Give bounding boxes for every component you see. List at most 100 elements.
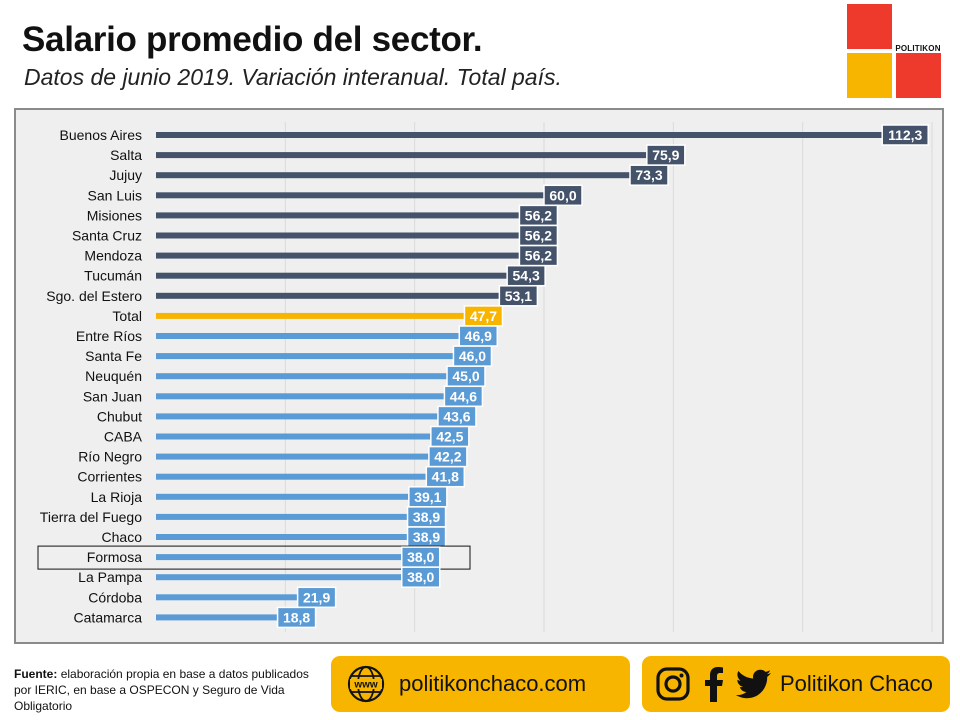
category-label: Formosa [87,549,142,565]
category-label: Corrientes [77,469,142,485]
category-label: Córdoba [88,589,142,605]
value-label: 56,2 [525,248,552,264]
bar [156,353,454,360]
value-label: 43,6 [443,408,470,424]
category-label: San Luis [88,187,142,203]
bar [156,252,520,259]
value-label: 112,3 [888,127,922,143]
category-label: San Juan [83,388,142,404]
bar [156,292,500,299]
bar [156,192,544,199]
logo-square-red-top [847,4,892,49]
bar [156,554,402,561]
social-name: Politikon Chaco [780,671,933,696]
bar [156,232,520,239]
bar [156,473,427,480]
value-label: 73,3 [635,167,662,183]
category-label: Sgo. del Estero [46,288,142,304]
category-label: Salta [110,147,142,163]
category-label: Buenos Aires [60,127,143,143]
logo-square-red-bottom [896,53,941,98]
twitter-icon[interactable] [736,669,772,699]
source-note: Fuente: elaboración propia en base a dat… [14,666,314,714]
value-label: 38,0 [407,569,434,585]
bar [156,152,647,159]
value-label: 54,3 [513,268,540,284]
globe-icon: www [347,665,385,703]
page-title: Salario promedio del sector. [22,20,483,59]
category-label: Santa Fe [85,348,142,364]
value-label: 39,1 [414,489,441,505]
value-label: 46,9 [465,328,492,344]
category-label: Santa Cruz [72,228,142,244]
category-label: Chubut [97,408,142,424]
bar [156,493,409,500]
category-label: La Rioja [91,489,143,505]
logo-square-yellow [847,53,892,98]
value-label: 75,9 [652,147,679,163]
bar [156,453,429,460]
value-label: 18,8 [283,609,310,625]
value-label: 56,2 [525,207,552,223]
value-label: 41,8 [432,469,459,485]
value-label: 45,0 [452,368,479,384]
value-label: 46,0 [459,348,486,364]
bar [156,132,883,138]
bar [156,413,438,420]
value-label: 42,2 [434,449,461,465]
value-label: 47,7 [470,308,497,324]
bar [156,574,402,581]
value-label-box [400,566,441,588]
category-label: Jujuy [109,167,142,183]
bar [156,513,408,520]
category-label: Misiones [87,207,142,223]
category-label: Total [112,308,142,324]
value-label-box [629,164,669,186]
value-label: 56,2 [525,228,552,244]
value-label: 60,0 [549,187,576,203]
page-subtitle: Datos de junio 2019. Variación interanua… [24,64,562,90]
bar [156,373,447,380]
category-label: Chaco [102,529,143,545]
category-label: Entre Ríos [76,328,142,344]
website-badge[interactable]: www politikonchaco.com [331,656,630,712]
source-label: Fuente: [14,667,58,681]
bar [156,594,298,601]
social-badge[interactable]: Politikon Chaco [642,656,950,712]
source-text: elaboración propia en base a datos publi… [14,667,309,713]
bar [156,614,278,621]
value-label: 21,9 [303,589,330,605]
category-label: Catamarca [74,609,143,625]
value-label: 38,9 [413,529,440,545]
value-label: 38,0 [407,549,434,565]
value-label-box [881,124,929,146]
website-link[interactable]: politikonchaco.com [399,671,587,696]
bar [156,172,631,179]
highlight-box [37,545,471,570]
politikon-logo: POLITIKON [847,4,941,98]
bar [156,312,465,319]
category-label: La Pampa [78,569,142,585]
chart-panel: Buenos Aires 112,3 Salta 75,9 Jujuy 73,3 San L… [14,108,944,644]
bar [156,534,408,540]
category-label: Río Negro [78,449,142,465]
bar-chart: Buenos Aires 112,3 Salta 75,9 Jujuy 73,3 San L… [37,122,933,632]
value-label-box [296,586,337,609]
bar [156,433,431,440]
bar [156,333,460,339]
category-label: Tucumán [84,268,142,284]
value-label-box [543,184,583,207]
category-label: Tierra del Fuego [40,509,142,525]
bar [156,272,508,279]
value-label: 44,6 [450,388,477,404]
value-label: 38,9 [413,509,440,525]
www-icon-text: www [353,680,378,691]
value-label: 42,5 [436,429,463,445]
logo-text: POLITIKON [895,44,941,53]
instagram-icon[interactable] [656,667,690,701]
value-label-box [498,285,539,307]
bar [156,212,520,219]
bar [156,393,445,400]
facebook-icon[interactable] [704,666,724,702]
value-label-box [276,606,317,629]
